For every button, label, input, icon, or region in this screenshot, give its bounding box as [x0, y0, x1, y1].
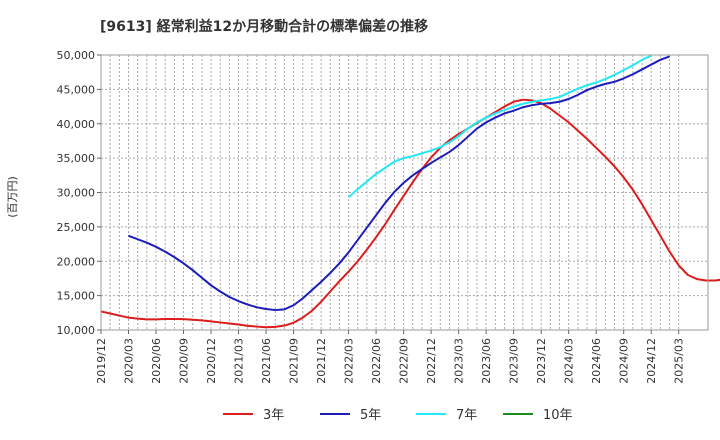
chart-title: [9613] 経常利益12か月移動合計の標準偏差の推移	[100, 18, 428, 35]
y-tick-label: 50,000	[57, 49, 96, 62]
y-tick-label: 30,000	[57, 187, 96, 200]
legend-label-4: 10年	[543, 408, 573, 423]
series-line-2	[128, 55, 670, 312]
y-tick-label: 25,000	[57, 221, 96, 234]
y-tick-label: 10,000	[57, 324, 96, 337]
series-line-1	[100, 98, 720, 329]
x-tick-label: 2025/03	[673, 338, 686, 384]
x-tick-label: 2022/06	[370, 338, 383, 384]
y-tick-label: 15,000	[57, 290, 96, 303]
x-tick-label: 2022/03	[343, 338, 356, 384]
y-tick-label: 20,000	[57, 255, 96, 268]
x-tick-label: 2020/09	[178, 338, 191, 384]
legend-label-2: 5年	[360, 408, 381, 423]
series-layer	[100, 54, 720, 329]
x-tick-label: 2024/03	[563, 338, 576, 384]
legend-label-1: 3年	[263, 408, 284, 423]
x-tick-label: 2021/12	[315, 338, 328, 384]
x-tick-label: 2021/03	[233, 338, 246, 384]
y-tick-label: 45,000	[57, 83, 96, 96]
legend: 3年 5年 7年 10年	[223, 408, 573, 423]
x-tick-label: 2024/09	[618, 338, 631, 384]
y-tick-label: 35,000	[57, 152, 96, 165]
x-tick-label: 2020/12	[205, 338, 218, 384]
x-tick-label: 2023/06	[480, 338, 493, 384]
grid-layer	[100, 54, 708, 331]
x-tick-label: 2020/03	[123, 338, 136, 384]
series-line-3	[347, 54, 652, 199]
x-tick-label: 2023/03	[453, 338, 466, 384]
y-axis-label: (百万円)	[6, 176, 19, 218]
x-tick-label: 2022/09	[398, 338, 411, 384]
plot-frame	[100, 54, 709, 331]
x-tick-label: 2023/09	[508, 338, 521, 384]
x-tick-label: 2019/12	[95, 338, 108, 384]
x-tick-label: 2024/12	[645, 338, 658, 384]
x-axis-ticks: 2019/12 2020/03 2020/06 2020/09 2020/12 2021/…	[95, 330, 686, 384]
legend-label-3: 7年	[456, 408, 477, 423]
x-tick-label: 2021/09	[288, 338, 301, 384]
y-tick-label: 40,000	[57, 118, 96, 131]
x-tick-label: 2024/06	[590, 338, 603, 384]
x-tick-label: 2021/06	[260, 338, 273, 384]
x-tick-label: 2022/12	[425, 338, 438, 384]
x-tick-label: 2020/06	[150, 338, 163, 384]
y-axis-ticks: 10,000 15,000 20,000 25,000 30,000 35,000 40,0…	[57, 49, 101, 337]
x-tick-label: 2023/12	[535, 338, 548, 384]
